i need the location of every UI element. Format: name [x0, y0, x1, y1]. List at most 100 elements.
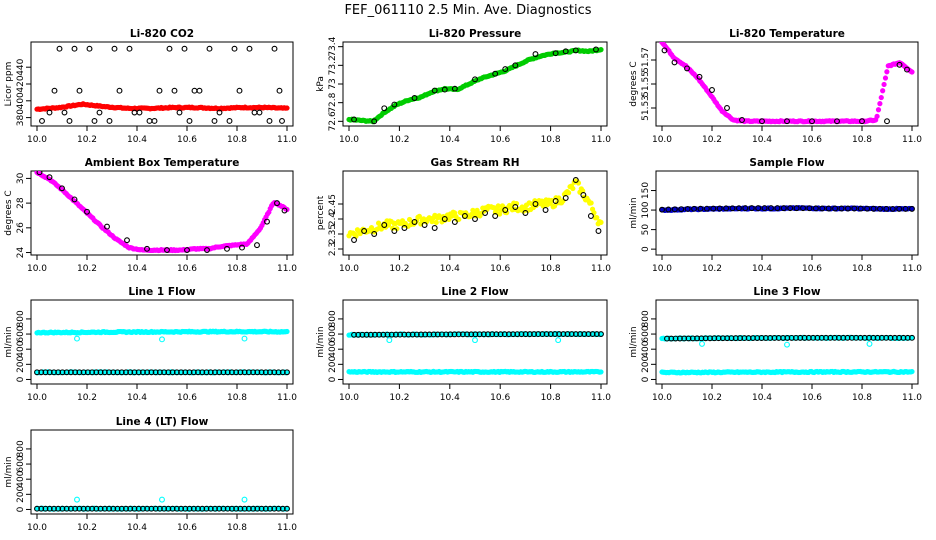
data-point [441, 216, 448, 222]
data-point [748, 205, 755, 212]
data-point [355, 331, 362, 338]
data-point [595, 228, 602, 234]
panel-title: Li-820 Temperature [729, 28, 845, 40]
data-point [97, 369, 104, 376]
x-tick-label: 11.0 [277, 264, 297, 274]
data-point [271, 505, 278, 512]
x-tick-label: 10.4 [127, 264, 147, 274]
data-point [703, 205, 710, 212]
data-point [678, 206, 685, 213]
data-point [422, 331, 429, 338]
data-point [691, 205, 698, 212]
data-point [564, 331, 571, 338]
data-point [156, 87, 163, 94]
data-point [34, 369, 40, 376]
y-tick-label: 2.3 [328, 242, 338, 256]
data-point [38, 369, 45, 376]
data-point [279, 369, 286, 376]
data-point [245, 505, 252, 512]
data-point [351, 331, 357, 338]
data-point [199, 369, 206, 376]
data-point [896, 61, 903, 68]
figure-title: FEF_061110 2.5 Min. Ave. Diagnostics [344, 3, 591, 18]
marks [34, 171, 290, 254]
x-tick-label: 11.0 [591, 264, 611, 274]
data-point [250, 369, 257, 376]
plot-frame [30, 170, 294, 256]
y-axis-label: percent [316, 195, 326, 230]
data-point [472, 76, 478, 83]
data-point [593, 331, 600, 338]
data-point [186, 505, 193, 512]
data-point [164, 247, 170, 254]
data-point [522, 210, 529, 216]
data-point [204, 247, 210, 254]
x-tick-label: 10.4 [127, 135, 147, 145]
marks [659, 205, 915, 214]
data-point [89, 369, 96, 376]
y-axis-label: kPa [316, 76, 326, 92]
data-point [665, 206, 672, 213]
data-point [433, 219, 439, 226]
data-point [38, 505, 45, 512]
data-point [518, 331, 525, 338]
data-point [560, 198, 566, 204]
data-point [697, 205, 704, 212]
y-tick-label: 26 [16, 222, 26, 234]
data-point [50, 505, 57, 512]
y-tick-label: 400 [16, 470, 26, 487]
x-tick-label: 10.0 [339, 135, 359, 145]
data-point [832, 205, 839, 212]
data-point [512, 204, 519, 210]
panel-title: Line 4 (LT) Flow [116, 416, 209, 428]
data-point [451, 85, 458, 92]
data-point [182, 505, 189, 512]
data-point [710, 205, 717, 212]
series-yellow [346, 178, 604, 239]
data-point [97, 505, 104, 512]
data-point [76, 505, 83, 512]
data-point [191, 87, 198, 94]
data-point [875, 107, 882, 113]
series-cyan-outliers [699, 340, 873, 348]
x-tick-label: 10.8 [541, 393, 561, 403]
series-black [664, 334, 915, 342]
data-point [271, 369, 278, 376]
data-point [555, 337, 562, 344]
data-point [93, 369, 100, 376]
panel-title: Li-820 Pressure [429, 28, 522, 40]
data-point [585, 331, 592, 338]
data-point [587, 213, 594, 219]
data-point [144, 369, 151, 376]
data-point [256, 109, 263, 116]
plot-frame [655, 41, 919, 127]
panel-title: Sample Flow [749, 157, 824, 169]
x-tick-label: 10.8 [227, 393, 247, 403]
data-point [572, 331, 579, 338]
y-tick-label: 51.57 [641, 47, 651, 73]
data-point [409, 331, 416, 338]
data-point [598, 369, 604, 375]
y-tick-label: 2.4 [328, 212, 338, 227]
data-point [857, 205, 864, 212]
data-point [237, 505, 244, 512]
x-tick-label: 10.0 [27, 393, 47, 403]
data-point [884, 118, 890, 125]
data-point [392, 331, 399, 338]
data-point [106, 369, 112, 376]
y-tick-label: 400 [641, 340, 651, 357]
y-tick-label: 2.45 [328, 194, 338, 214]
data-point [834, 118, 840, 125]
data-point [114, 369, 121, 376]
data-point [351, 237, 357, 243]
data-point [42, 369, 49, 376]
series-magenta [34, 171, 290, 254]
data-point [178, 369, 185, 376]
data-point [196, 87, 203, 94]
data-point [63, 505, 70, 512]
data-point [581, 331, 588, 338]
data-point [190, 505, 197, 512]
data-point [502, 207, 509, 213]
data-point [161, 369, 168, 376]
data-point [72, 505, 79, 512]
